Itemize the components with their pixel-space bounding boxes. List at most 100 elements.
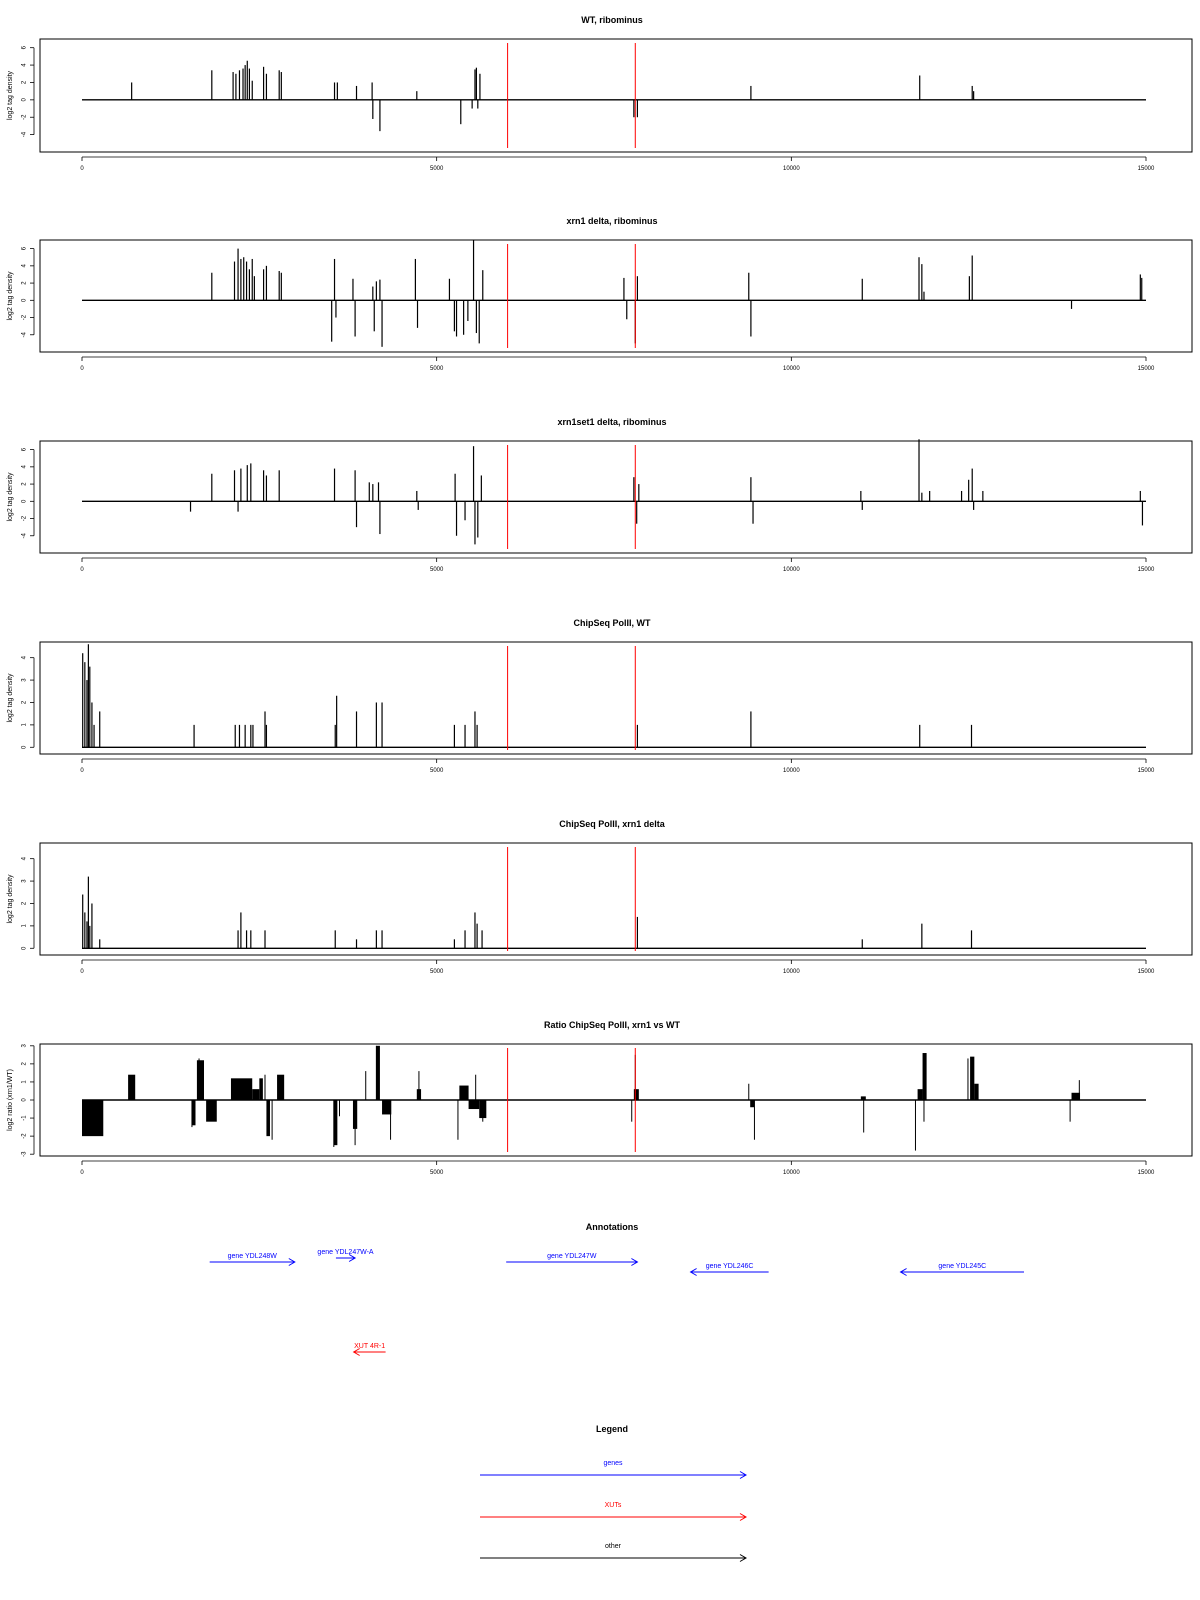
y-tick-label: 2	[22, 700, 28, 704]
y-axis: -4 -2 0 2 4 6	[22, 447, 35, 538]
plot-box	[39, 440, 1193, 554]
y-axis-label: log2 ratio (xrn1/WT)	[7, 1069, 14, 1131]
y-tick-label: 2	[22, 80, 28, 84]
data-area-segment	[196, 1060, 205, 1100]
x-tick-label: 5000	[430, 768, 444, 774]
x-tick-label: 0	[80, 366, 84, 372]
annotation-label: gene YDL247W-A	[317, 1249, 373, 1256]
y-tick-label: 4	[22, 465, 28, 469]
y-tick-label: 0	[22, 1098, 28, 1102]
annotation-arrow	[689, 1268, 769, 1276]
data-area-segment	[860, 1096, 866, 1100]
chart-title: xrn1 delta, ribominus	[566, 216, 657, 226]
y-tick-label: 0	[22, 499, 28, 503]
data-area-segment	[252, 1089, 260, 1100]
x-axis: 0 5000 10000 15000	[80, 557, 1155, 573]
y-tick-label: 2	[22, 281, 28, 285]
annotation-label: gene YDL246C	[706, 1263, 754, 1270]
legend-arrow	[480, 1471, 747, 1479]
annotation-arrow	[506, 1258, 639, 1266]
chart-title: xrn1set1 delta, ribominus	[557, 417, 666, 427]
x-tick-label: 5000	[430, 969, 444, 975]
x-tick-label: 0	[80, 969, 84, 975]
annotations-title: Annotations	[586, 1222, 639, 1232]
data-area-segment	[459, 1085, 469, 1100]
arrow-head	[899, 1268, 907, 1276]
chart-panel-5: ChipSeq PolII, xrn1 delta 0 1 2 3 4 log2 tag d…	[7, 819, 1193, 975]
data-series	[82, 644, 973, 748]
x-tick-label: 5000	[430, 1170, 444, 1176]
y-tick-label: -3	[22, 1151, 28, 1157]
y-axis: -4 -2 0 2 4 6	[22, 246, 35, 337]
y-tick-label: 0	[22, 745, 28, 749]
y-axis-label: log2 tag density	[7, 874, 14, 924]
arrow-head	[689, 1268, 697, 1276]
legend-arrow	[480, 1513, 747, 1521]
x-tick-label: 15000	[1138, 166, 1155, 172]
y-tick-label: 3	[22, 879, 28, 883]
data-area-segment	[1071, 1092, 1081, 1100]
legend-label: other	[605, 1543, 622, 1550]
x-tick-label: 10000	[783, 567, 800, 573]
data-area-segment	[266, 1100, 270, 1137]
y-tick-label: 6	[22, 45, 28, 49]
y-tick-label: 0	[22, 298, 28, 302]
y-tick-label: 4	[22, 264, 28, 268]
data-series	[131, 60, 975, 132]
data-area-segment	[922, 1053, 927, 1100]
data-area-segment	[230, 1078, 253, 1100]
data-area-segment	[82, 1100, 104, 1137]
x-tick-label: 15000	[1138, 366, 1155, 372]
data-area-segment	[917, 1089, 923, 1100]
data-series	[211, 240, 1143, 347]
legend-item-xuts: XUTs	[480, 1502, 747, 1521]
y-axis-label: log2 tag density	[7, 472, 14, 522]
data-area-segment	[128, 1074, 136, 1100]
y-tick-label: 4	[22, 63, 28, 67]
y-tick-label: 0	[22, 946, 28, 950]
annotation-xuts: XUT 4R-1	[352, 1343, 386, 1356]
chart-panel-3: xrn1set1 delta, ribominus -4 -2 0 2 4 6 log2 ta…	[7, 417, 1193, 573]
legend-panel: Legend genes XUTs other	[480, 1424, 747, 1562]
x-tick-label: 15000	[1138, 768, 1155, 774]
y-tick-label: 6	[22, 447, 28, 451]
arrow-head	[739, 1554, 747, 1562]
chart-panel-6: Ratio ChipSeq PolII, xrn1 vs WT -3 -2 -1 0 1 2…	[7, 1020, 1193, 1176]
annotation-arrow	[899, 1268, 1024, 1276]
y-tick-label: 4	[22, 655, 28, 659]
annotation-arrow	[209, 1258, 296, 1266]
data-area-segment	[376, 1045, 380, 1100]
y-tick-label: 2	[22, 482, 28, 486]
x-tick-label: 10000	[783, 1170, 800, 1176]
data-series	[82, 1045, 1081, 1151]
data-area-segment	[974, 1083, 979, 1100]
x-tick-label: 5000	[430, 366, 444, 372]
y-tick-label: 2	[22, 901, 28, 905]
y-tick-label: -2	[22, 114, 28, 120]
arrow-head	[631, 1258, 639, 1266]
legend-label: genes	[603, 1460, 623, 1467]
chart-panel-2: xrn1 delta, ribominus -4 -2 0 2 4 6 log2 tag de…	[7, 216, 1193, 372]
y-tick-label: -2	[22, 515, 28, 521]
data-area-segment	[333, 1100, 338, 1146]
chart-panel-4: ChipSeq PolII, WT 0 1 2 3 4 log2 tag density 0 5…	[7, 618, 1193, 774]
x-tick-label: 15000	[1138, 969, 1155, 975]
y-tick-label: 3	[22, 1043, 28, 1047]
y-axis-label: log2 tag density	[7, 673, 14, 723]
y-axis-label: log2 tag density	[7, 70, 14, 120]
annotation-label: gene YDL247W	[547, 1253, 597, 1260]
arrow-head	[348, 1254, 357, 1262]
data-area-segment	[970, 1056, 975, 1100]
y-axis: -3 -2 -1 0 1 2 3	[22, 1043, 35, 1157]
y-tick-label: -1	[22, 1115, 28, 1121]
x-tick-label: 5000	[430, 567, 444, 573]
chart-title: ChipSeq PolII, xrn1 delta	[559, 819, 666, 829]
annotation-genes: gene YDL246C	[689, 1263, 769, 1276]
annotation-arrow	[335, 1254, 357, 1262]
x-axis: 0 5000 10000 15000	[80, 356, 1155, 372]
y-axis: 0 1 2 3 4	[22, 655, 35, 749]
plot-box	[39, 38, 1193, 153]
plot-box	[39, 239, 1193, 353]
chart-title: WT, ribominus	[581, 15, 643, 25]
